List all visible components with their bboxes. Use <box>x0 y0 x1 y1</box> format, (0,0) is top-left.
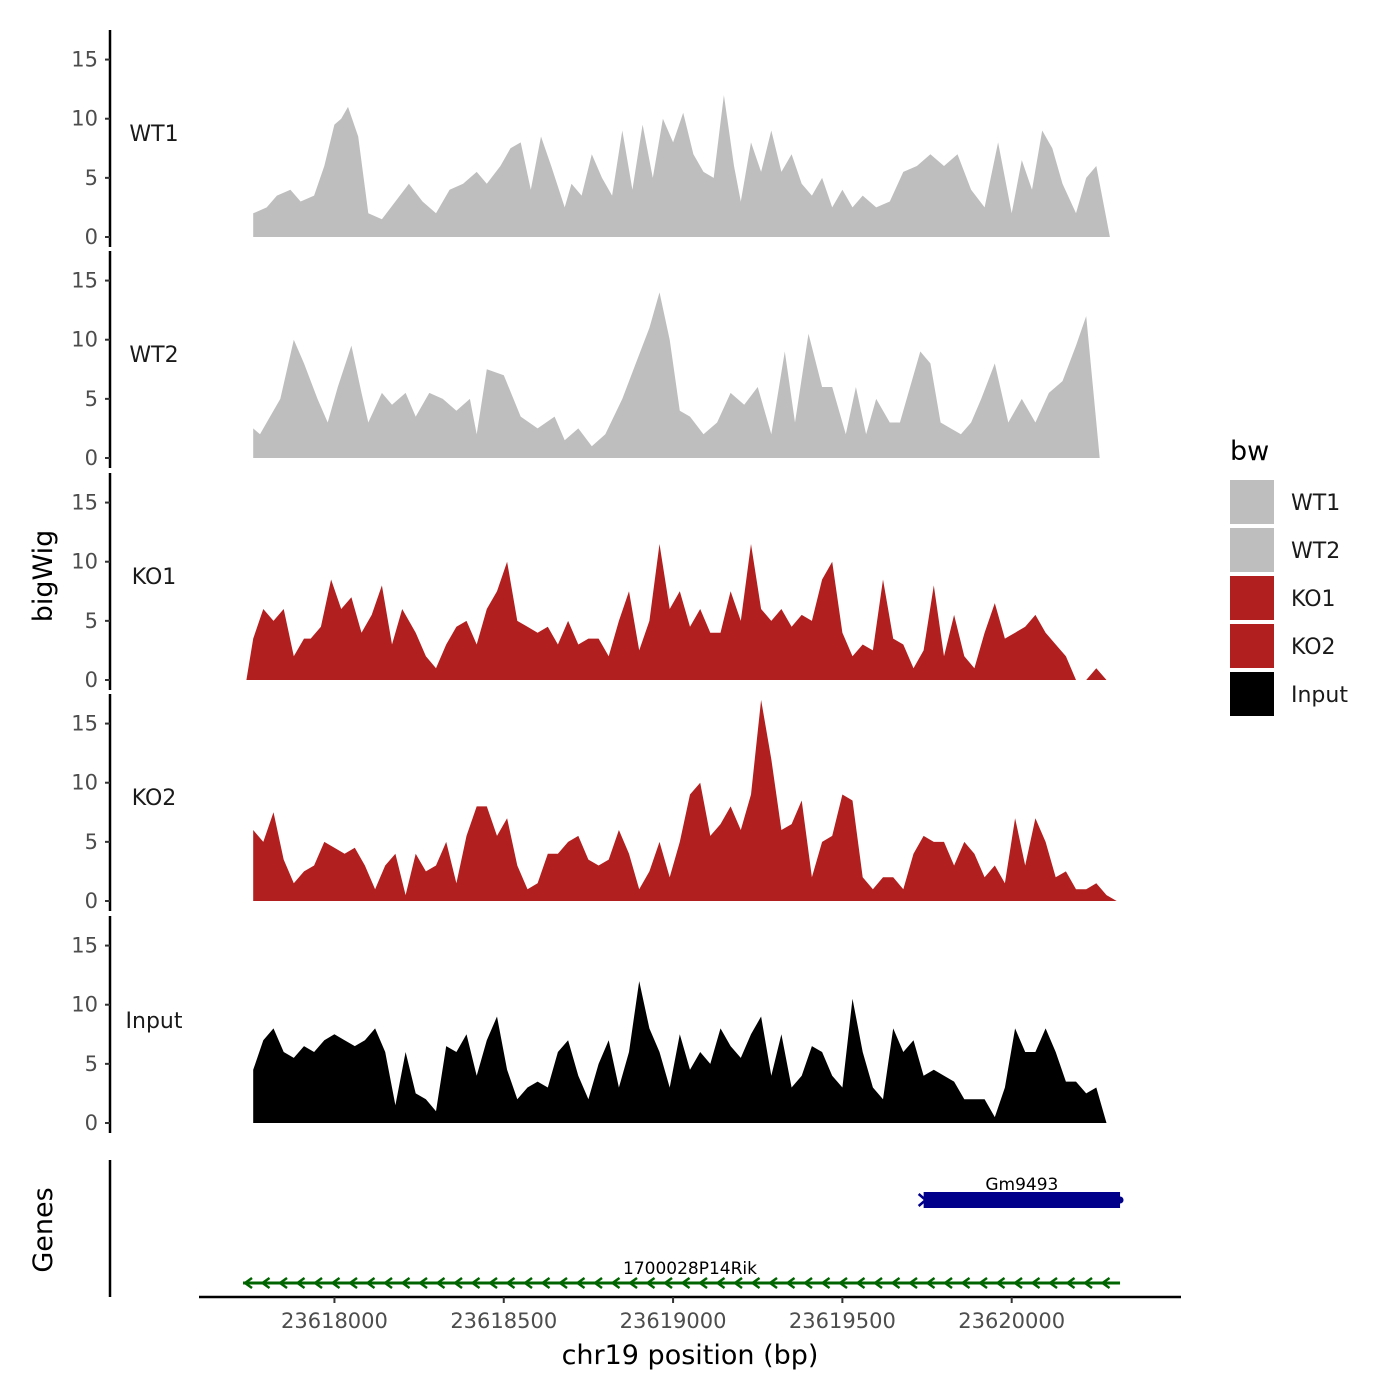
y-tick-label: 5 <box>85 1052 98 1076</box>
y-tick-label: 0 <box>85 1111 98 1135</box>
y-tick-label: 10 <box>71 993 98 1017</box>
track-label: Input <box>126 1009 183 1034</box>
coverage-area-wt2 <box>253 292 1117 458</box>
y-tick-label: 15 <box>71 934 98 958</box>
gene-1700028p14rik: 1700028P14Rik <box>242 1259 1121 1290</box>
track-input: 0 5 10 15 Input <box>71 916 1117 1135</box>
y-tick-label: 5 <box>85 387 98 411</box>
y-tick-label: 5 <box>85 830 98 854</box>
gene-body <box>923 1192 1121 1208</box>
y-tick-label: 15 <box>71 712 98 736</box>
legend-label: KO1 <box>1291 587 1336 612</box>
y-tick-label: 0 <box>85 889 98 913</box>
gene-end-marker <box>1116 1196 1124 1204</box>
legend-swatch <box>1230 672 1274 716</box>
track-ko1: 0 5 10 15 KO1 <box>71 473 1117 692</box>
x-tick-label: 23619500 <box>789 1309 896 1333</box>
legend-swatch <box>1230 480 1274 524</box>
y-tick-label: 10 <box>71 771 98 795</box>
legend-item-wt1: WT1 <box>1230 480 1340 524</box>
track-wt2: 0 5 10 15 WT2 <box>71 251 1117 470</box>
y-tick-label: 15 <box>71 269 98 293</box>
strand-arrows <box>242 1276 1111 1290</box>
legend-label: Input <box>1291 683 1348 708</box>
legend-label: WT1 <box>1291 491 1340 516</box>
legend-swatch <box>1230 624 1274 668</box>
y-tick-label: 0 <box>85 225 98 249</box>
y-tick-label: 0 <box>85 446 98 470</box>
legend-item-wt2: WT2 <box>1230 528 1340 572</box>
legend-item-input: Input <box>1230 672 1348 716</box>
x-axis-title: chr19 position (bp) <box>562 1340 819 1371</box>
x-axis: 23618000 23618500 23619000 23619500 23620000 <box>199 1295 1181 1333</box>
track-wt1: 0 5 10 15 WT1 <box>71 30 1110 249</box>
y-tick-label: 10 <box>71 107 98 131</box>
y-tick-label: 10 <box>71 328 98 352</box>
y-tick-label: 5 <box>85 609 98 633</box>
genes-axis-title: Genes <box>28 1187 59 1272</box>
coverage-area-input <box>253 981 1117 1123</box>
legend-swatch <box>1230 528 1274 572</box>
coverage-area-ko1 <box>246 544 1117 680</box>
gene-label: 1700028P14Rik <box>623 1259 757 1279</box>
track-label: KO1 <box>132 565 177 590</box>
coverage-area-ko2 <box>253 699 1117 901</box>
gene-gm9493: Gm9493 <box>917 1175 1124 1208</box>
y-tick-label: 5 <box>85 166 98 190</box>
x-tick-label: 23619000 <box>620 1309 727 1333</box>
legend-item-ko2: KO2 <box>1230 624 1336 668</box>
gene-label: Gm9493 <box>985 1175 1058 1195</box>
track-label: KO2 <box>132 786 177 811</box>
track-ko2: 0 5 10 15 KO2 <box>71 694 1117 913</box>
x-tick-label: 23618500 <box>450 1309 557 1333</box>
x-tick-label: 23620000 <box>958 1309 1065 1333</box>
x-tick-label: 23618000 <box>281 1309 388 1333</box>
legend-label: WT2 <box>1291 539 1340 564</box>
legend-item-ko1: KO1 <box>1230 576 1336 620</box>
y-tick-label: 15 <box>71 491 98 515</box>
y-tick-label: 0 <box>85 668 98 692</box>
coverage-area-wt1 <box>253 95 1110 237</box>
y-tick-label: 15 <box>71 48 98 72</box>
strand-marker <box>917 1193 928 1207</box>
legend: bw WT1 WT2 KO1 KO2 Input <box>1230 436 1348 716</box>
y-axis-title: bigWig <box>28 530 59 623</box>
gene-annotation-track: Gm9493 1700028P14Rik <box>108 1160 1124 1297</box>
track-label: WT2 <box>129 343 178 368</box>
coverage-tracks: 0 5 10 15 WT1 0 5 10 15 WT2 0 5 10 15 KO1 0 5 10 15 KO2 0 5 10… <box>71 30 1117 1135</box>
legend-label: KO2 <box>1291 635 1336 660</box>
y-tick-label: 10 <box>71 550 98 574</box>
legend-title: bw <box>1230 436 1269 467</box>
track-label: WT1 <box>129 122 178 147</box>
legend-swatch <box>1230 576 1274 620</box>
